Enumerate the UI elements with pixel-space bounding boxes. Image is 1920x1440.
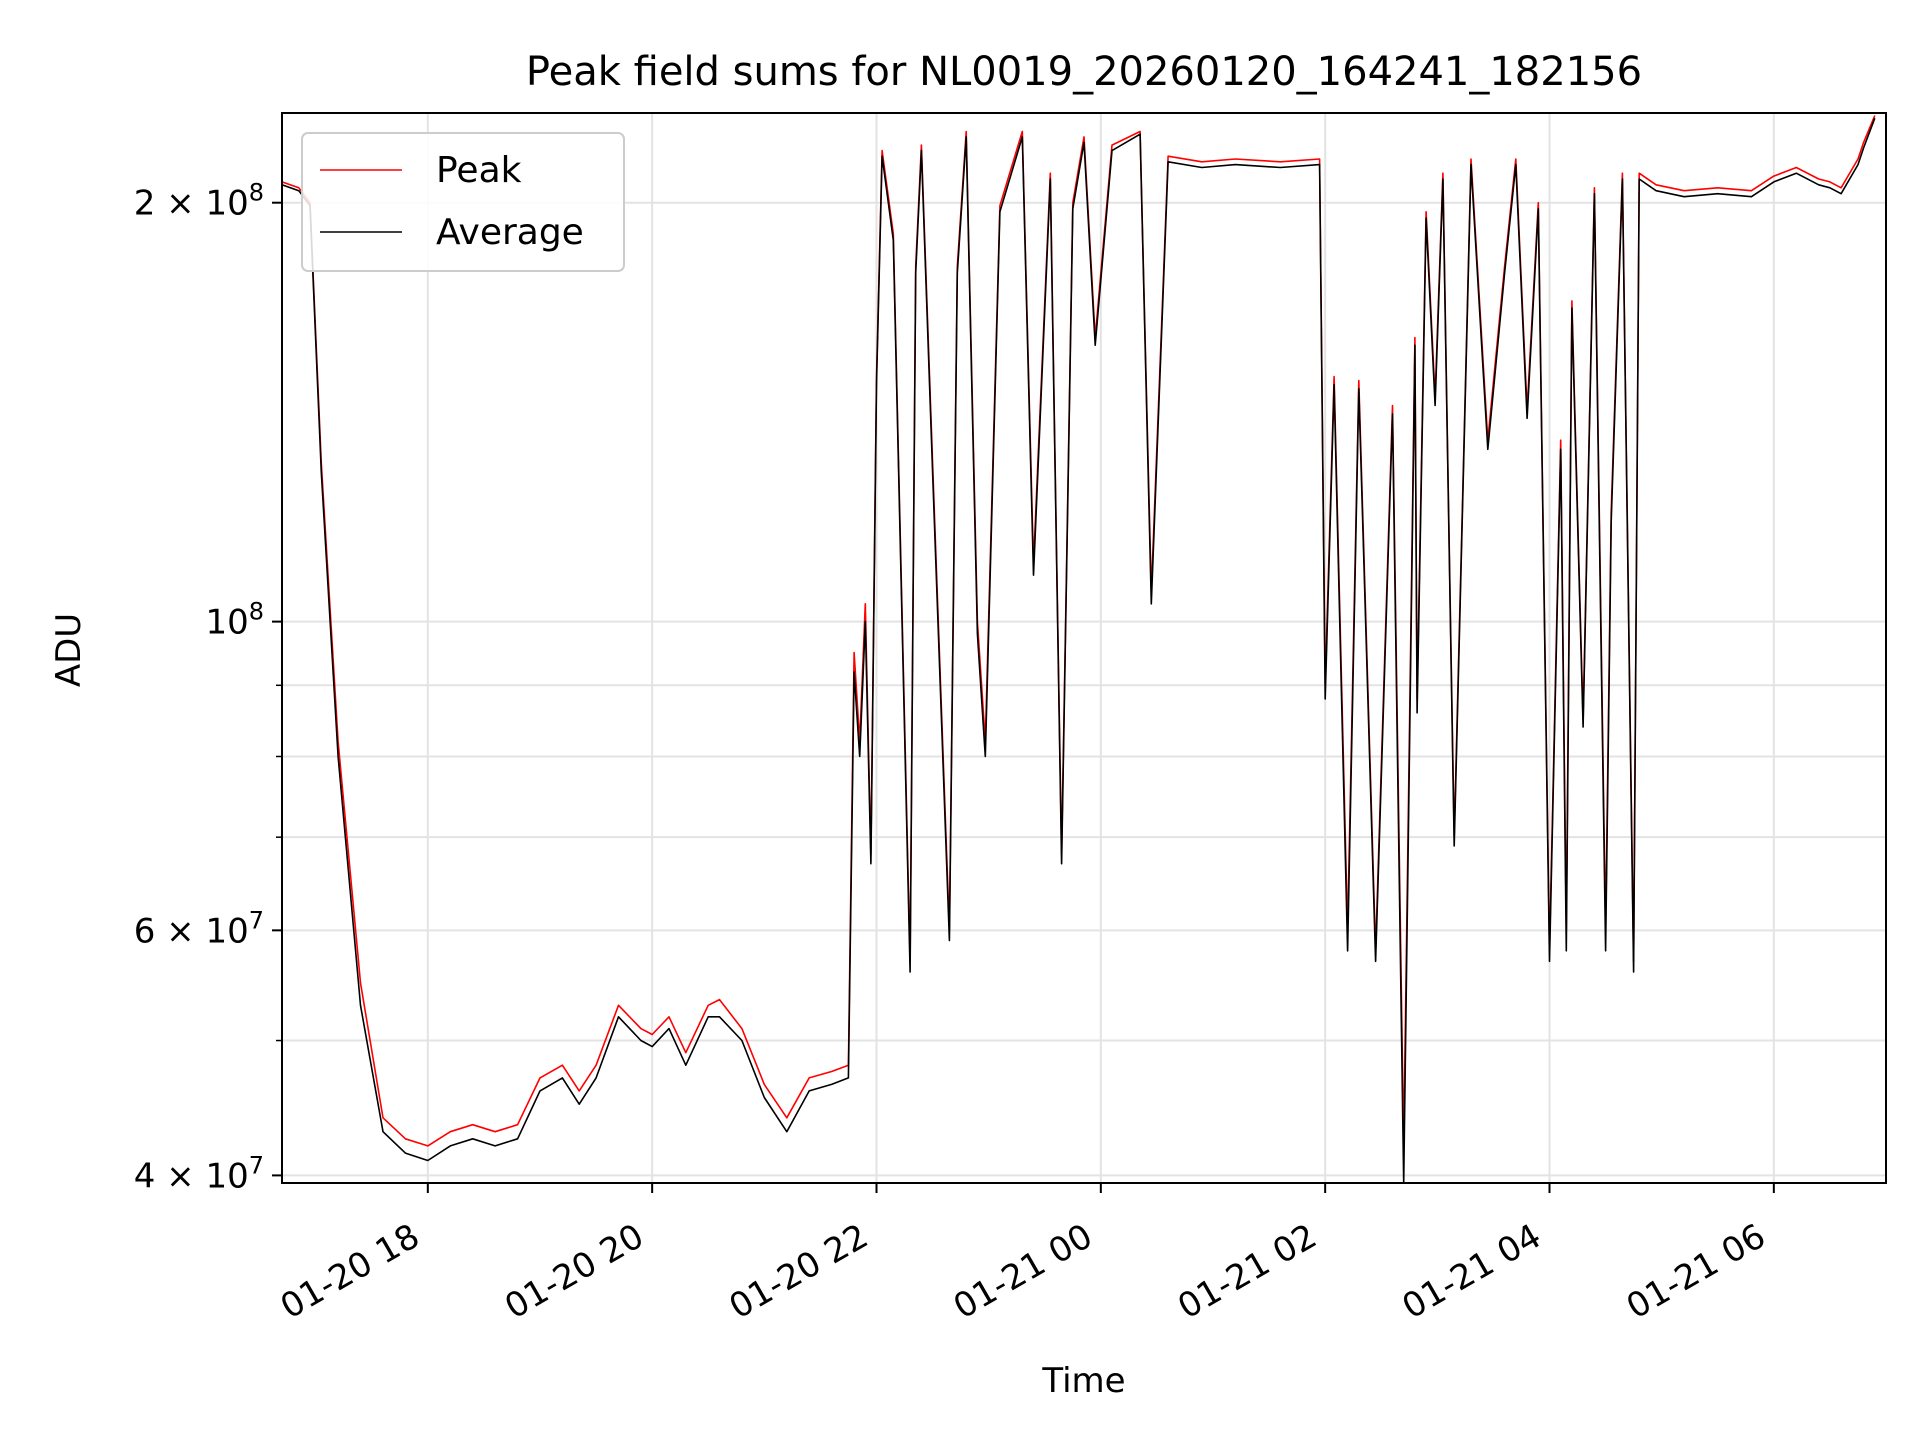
y-tick-label: 6 × 107 [134, 906, 264, 951]
y-tick-label: 2 × 108 [134, 179, 264, 224]
y-axis-ticks: 4 × 107 6 × 107 108 2 × 108 [134, 179, 282, 1196]
series-line-average [282, 117, 1876, 1183]
y-tick-label: 4 × 107 [134, 1151, 264, 1196]
legend-label-average: Average [436, 212, 584, 253]
series-layer [282, 115, 1876, 1183]
y-tick-label: 108 [205, 598, 264, 643]
y-axis-label: ADU [49, 613, 89, 687]
legend-label-peak: Peak [436, 150, 522, 191]
x-axis-label: Time [1041, 1361, 1125, 1401]
chart-title: Peak field sums for NL0019_20260120_1642… [526, 49, 1642, 95]
axes-frame [281, 112, 1887, 1184]
grid [282, 113, 1886, 1183]
legend: Peak Average [301, 132, 625, 272]
legend-box [301, 132, 625, 272]
